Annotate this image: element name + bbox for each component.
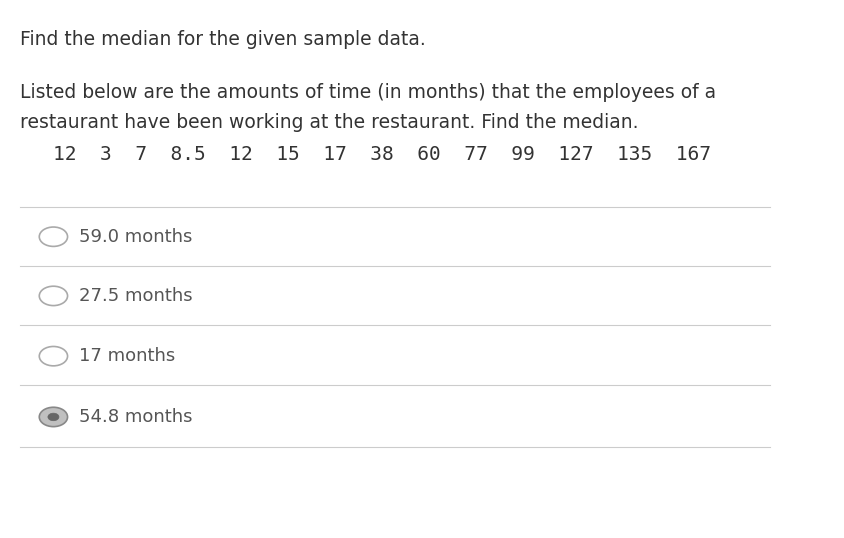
Text: Find the median for the given sample data.: Find the median for the given sample dat… [19, 30, 425, 48]
Text: 27.5 months: 27.5 months [78, 287, 192, 305]
Circle shape [48, 413, 59, 421]
Text: 59.0 months: 59.0 months [78, 228, 192, 246]
Circle shape [40, 407, 68, 427]
Text: Listed below are the amounts of time (in months) that the employees of a: Listed below are the amounts of time (in… [19, 83, 716, 102]
Text: 54.8 months: 54.8 months [78, 408, 192, 426]
Text: 17 months: 17 months [78, 347, 175, 365]
Text: 12  3  7  8.5  12  15  17  38  60  77  99  127  135  167: 12 3 7 8.5 12 15 17 38 60 77 99 127 135 … [53, 145, 711, 164]
Text: restaurant have been working at the restaurant. Find the median.: restaurant have been working at the rest… [19, 113, 638, 132]
